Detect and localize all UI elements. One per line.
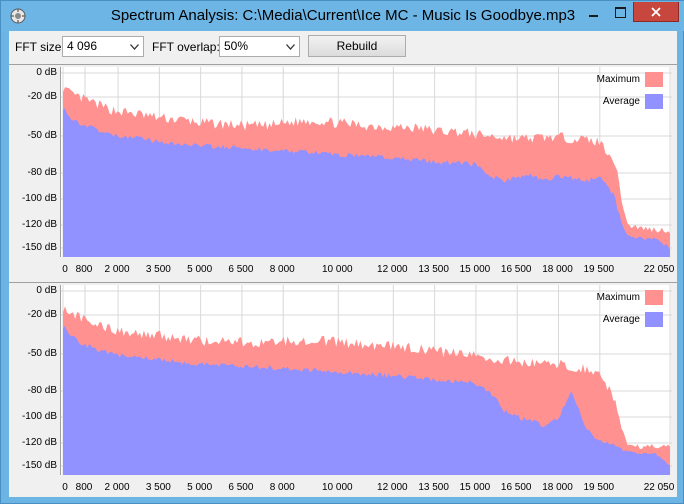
x-tick-label: 3 500 [145, 264, 171, 275]
x-tick-label: 18 000 [542, 482, 573, 493]
x-tick-label: 19 500 [583, 264, 615, 275]
close-icon [651, 6, 661, 17]
window-title: Spectrum Analysis: C:\Media\Current\Ice … [110, 7, 576, 24]
legend-label: Maximum [596, 292, 640, 303]
fft-overlap-select[interactable]: 50% [219, 36, 300, 57]
y-tick-label: -120 dB [21, 437, 57, 448]
y-tick-label: -100 dB [21, 193, 57, 204]
x-tick-label: 800 [75, 482, 93, 493]
client-area: FFT size: 4 096 FFT overlap: 50% Rebuild… [9, 31, 677, 497]
minimize-button[interactable] [580, 2, 606, 22]
x-tick-label: 0 [62, 482, 68, 493]
y-tick-label: -100 dB [21, 411, 57, 422]
legend-item: Average [603, 312, 663, 327]
average-spectrum-area [63, 326, 670, 475]
x-tick-label: 10 000 [321, 264, 353, 275]
x-tick-label: 16 500 [500, 482, 532, 493]
legend-label: Average [602, 314, 640, 325]
x-tick-label: 12 000 [377, 264, 408, 275]
y-tick-label: -50 dB [27, 348, 57, 359]
x-tick-label: 2 000 [104, 264, 130, 275]
legend-item: Maximum [597, 290, 663, 305]
fft-overlap-value: 50% [224, 39, 249, 53]
legend-label: Maximum [596, 74, 640, 85]
x-tick-label: 13 500 [418, 482, 449, 493]
spectrum-svg [61, 67, 672, 257]
maximize-button[interactable] [607, 2, 633, 22]
settings-gear-icon[interactable] [10, 8, 26, 24]
chevron-down-icon [130, 44, 139, 50]
legend-label: Average [602, 96, 640, 107]
x-tick-label: 19 500 [583, 482, 615, 493]
y-tick-label: -20 dB [27, 309, 57, 320]
legend-swatch [645, 312, 663, 327]
x-tick-label: 2 000 [104, 482, 130, 493]
x-tick-label: 6 500 [228, 264, 254, 275]
x-tick-label: 0 [62, 264, 68, 275]
x-tick-label: 5 000 [187, 264, 213, 275]
x-tick-label: 22 050 [643, 264, 675, 275]
x-tick-label: 16 500 [500, 264, 532, 275]
x-tick-label: 18 000 [542, 264, 573, 275]
legend-item: Maximum [597, 72, 663, 87]
legend-item: Average [603, 94, 663, 109]
average-spectrum-area [63, 108, 670, 257]
fft-size-value: 4 096 [67, 39, 98, 53]
y-tick-label: -80 dB [27, 167, 57, 178]
x-tick-label: 15 000 [459, 482, 491, 493]
y-tick-label: -150 dB [21, 460, 57, 471]
x-tick-label: 800 [75, 264, 93, 275]
x-tick-label: 15 000 [459, 264, 491, 275]
toolbar: FFT size: 4 096 FFT overlap: 50% Rebuild [9, 31, 677, 63]
fft-size-select[interactable]: 4 096 [62, 36, 144, 57]
x-tick-label: 5 000 [187, 482, 213, 493]
y-tick-label: -150 dB [21, 242, 57, 253]
spectrum-plot-area[interactable]: Maximum Average [60, 285, 672, 475]
spectrum-svg [61, 285, 672, 475]
y-tick-label: 0 dB [36, 285, 57, 296]
y-tick-label: -20 dB [27, 91, 57, 102]
spectrum-plot-area[interactable]: Maximum Average [60, 67, 672, 257]
rebuild-button[interactable]: Rebuild [308, 35, 406, 57]
y-tick-label: -50 dB [27, 130, 57, 141]
x-tick-label: 8 000 [269, 482, 295, 493]
x-tick-label: 3 500 [145, 482, 171, 493]
legend-swatch [645, 94, 663, 109]
x-tick-label: 13 500 [418, 264, 449, 275]
title-bar[interactable]: Spectrum Analysis: C:\Media\Current\Ice … [1, 1, 684, 31]
y-tick-label: 0 dB [36, 67, 57, 78]
chevron-down-icon [286, 44, 295, 50]
y-tick-label: -80 dB [27, 385, 57, 396]
spectrum-chart-channel-1: 0 dB -20 dB -50 dB -80 dB -100 dB -120 dB -150… [9, 64, 677, 279]
x-tick-label: 22 050 [643, 482, 675, 493]
fft-overlap-label: FFT overlap: [152, 40, 220, 54]
fft-size-label: FFT size: [15, 40, 65, 54]
spectrum-chart-channel-2: 0 dB -20 dB -50 dB -80 dB -100 dB -120 dB -150… [9, 282, 677, 497]
x-tick-label: 6 500 [228, 482, 254, 493]
close-button[interactable] [633, 2, 679, 22]
y-tick-label: -120 dB [21, 219, 57, 230]
x-tick-label: 12 000 [377, 482, 408, 493]
x-tick-label: 8 000 [269, 264, 295, 275]
x-tick-label: 10 000 [321, 482, 353, 493]
legend-swatch [645, 290, 663, 305]
legend-swatch [645, 72, 663, 87]
